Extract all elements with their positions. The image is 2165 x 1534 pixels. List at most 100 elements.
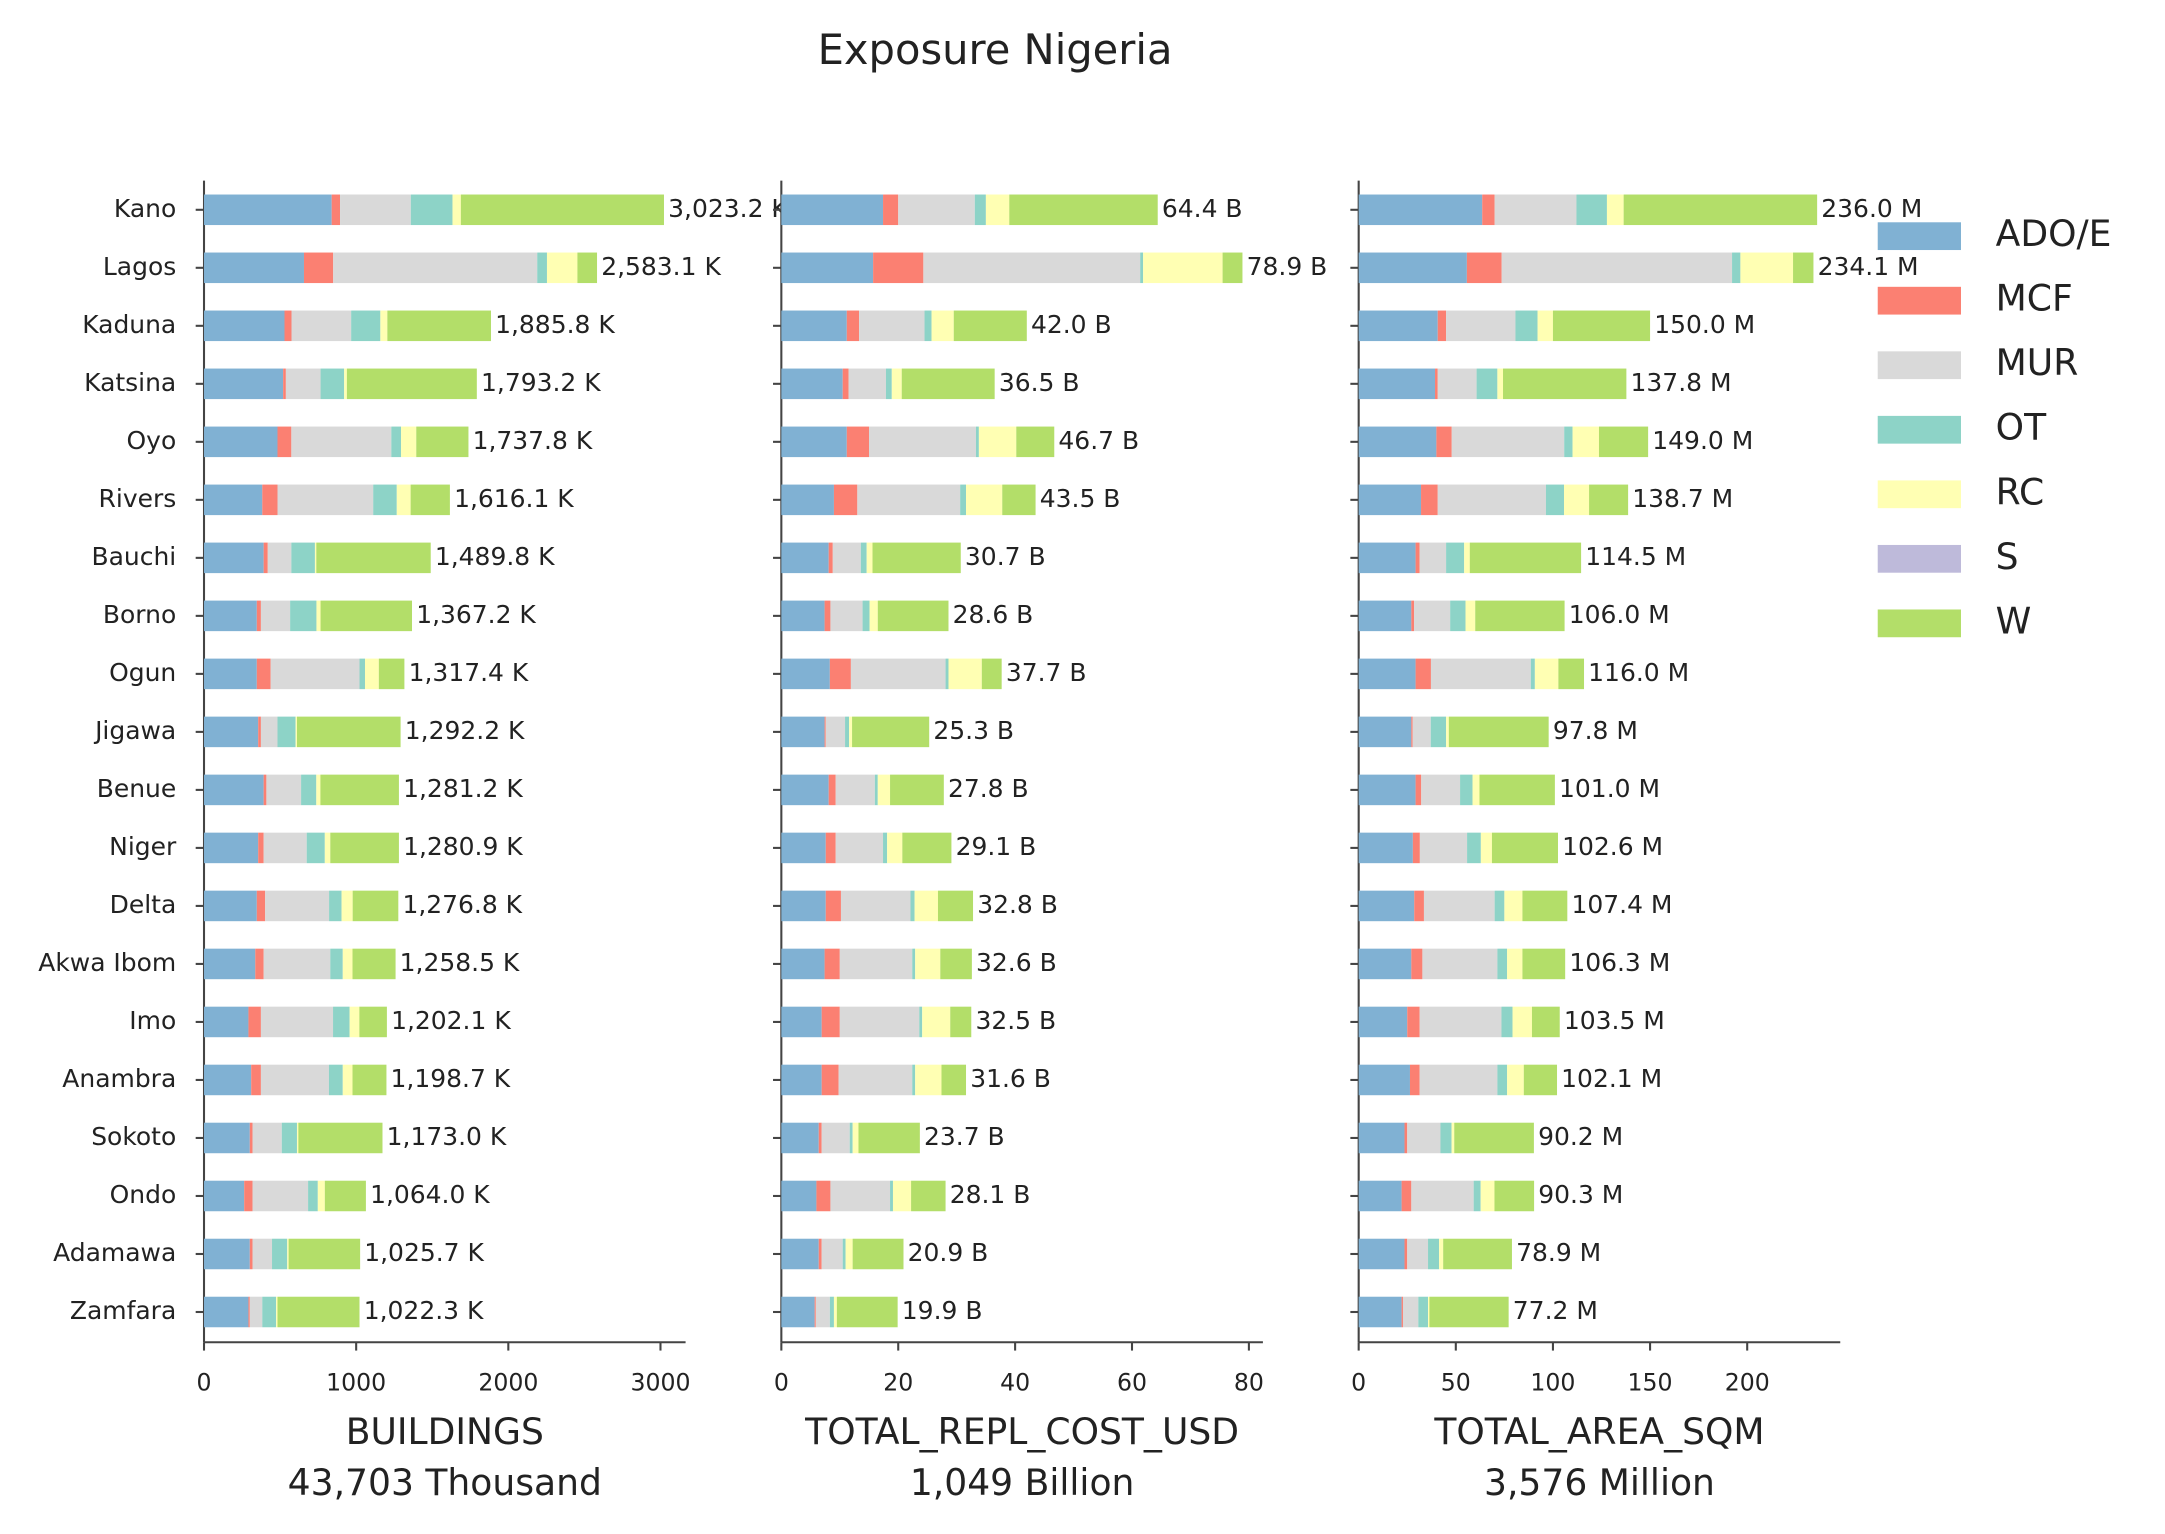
- total-label: 28.6 B: [953, 600, 1034, 629]
- bar-segment: [1358, 1296, 1402, 1328]
- bar-segment: [283, 368, 286, 400]
- bar-segment: [1428, 1238, 1440, 1270]
- bar-segment: [460, 194, 664, 226]
- bar-segment: [204, 1238, 250, 1270]
- bar-segment: [265, 890, 330, 922]
- bar-segment: [287, 1238, 289, 1270]
- bar-segment: [852, 1122, 859, 1154]
- bar-segment: [1422, 948, 1498, 980]
- bar-segment: [975, 426, 979, 458]
- bar-segment: [1564, 426, 1573, 458]
- bar-segment: [204, 426, 278, 458]
- bar-segment: [1501, 252, 1733, 284]
- bar-segment: [1358, 194, 1483, 226]
- total-label: 106.3 M: [1569, 948, 1670, 977]
- total-label: 149.0 M: [1652, 426, 1753, 455]
- bar-segment: [364, 658, 379, 690]
- bar-segment: [1576, 194, 1607, 226]
- bar-segment: [833, 484, 858, 516]
- bar-segment: [387, 310, 491, 342]
- bar-segment: [1443, 1238, 1512, 1270]
- bar-segment: [829, 1296, 834, 1328]
- bar-segment: [1480, 1180, 1495, 1212]
- bar-segment: [1589, 484, 1629, 516]
- bar-segment: [890, 774, 944, 806]
- bar-segment: [1469, 542, 1582, 574]
- x-tick-label: 50: [1441, 1368, 1471, 1396]
- bar-segment: [781, 484, 834, 516]
- bar-segment: [342, 1064, 353, 1096]
- bar-segment: [380, 310, 388, 342]
- bar-segment: [866, 542, 873, 574]
- bar-segment: [346, 368, 477, 400]
- bar-segment: [1437, 484, 1546, 516]
- bar-segment: [252, 1180, 309, 1212]
- bar-segment: [781, 1296, 815, 1328]
- bar-segment: [290, 600, 317, 632]
- bar-segment: [1497, 948, 1508, 980]
- total-label: 1,281.2 K: [403, 774, 523, 803]
- bar-segment: [857, 484, 961, 516]
- bar-segment: [842, 368, 849, 400]
- legend-swatch: [1877, 286, 1961, 315]
- x-tick-label: 40: [1000, 1368, 1030, 1396]
- bar-segment: [204, 194, 332, 226]
- bar-segment: [781, 948, 825, 980]
- bar-segment: [359, 658, 365, 690]
- y-tick-label: Adamawa: [53, 1238, 176, 1267]
- y-tick-label: Borno: [103, 600, 176, 629]
- bar-segment: [985, 194, 1010, 226]
- bar-segment: [781, 1064, 822, 1096]
- total-label: 42.0 B: [1031, 310, 1112, 339]
- bar-segment: [577, 252, 598, 284]
- bar-segment: [452, 194, 461, 226]
- bar-segment: [781, 658, 830, 690]
- bar-segment: [1401, 1180, 1412, 1212]
- bar-segment: [1437, 310, 1447, 342]
- bar-segment: [284, 310, 292, 342]
- bar-segment: [1358, 948, 1412, 980]
- total-label: 97.8 M: [1553, 716, 1638, 745]
- bar-segment: [396, 484, 411, 516]
- legend-label: MUR: [1996, 342, 2079, 384]
- bar-segment: [1572, 426, 1599, 458]
- bar-segment: [1430, 716, 1447, 748]
- bar-segment: [1358, 716, 1412, 748]
- bar-segment: [781, 368, 843, 400]
- bar-segment: [860, 542, 867, 574]
- x-tick-label: 60: [1117, 1368, 1147, 1396]
- bar-segment: [1358, 1122, 1405, 1154]
- bar-segment: [391, 426, 402, 458]
- bar-segment: [815, 1296, 830, 1328]
- y-tick-label: Delta: [110, 890, 177, 919]
- bar-segment: [1482, 194, 1495, 226]
- bar-segment: [911, 1180, 946, 1212]
- bar-segment: [330, 832, 399, 864]
- bar-segment: [272, 1238, 288, 1270]
- y-tick-label: Kano: [114, 194, 176, 223]
- total-label: 1,367.2 K: [416, 600, 536, 629]
- total-label: 137.8 M: [1631, 368, 1732, 397]
- total-label: 1,489.8 K: [435, 542, 555, 571]
- bar-segment: [948, 658, 982, 690]
- bar-segment: [781, 890, 826, 922]
- bar-segment: [1358, 1064, 1410, 1096]
- bar-segment: [1531, 1006, 1560, 1038]
- bar-segment: [1358, 1006, 1408, 1038]
- bar-segment: [204, 832, 259, 864]
- bar-segment: [320, 600, 413, 632]
- bar-segment: [296, 716, 401, 748]
- total-label: 27.8 B: [948, 774, 1029, 803]
- total-label: 116.0 M: [1588, 658, 1689, 687]
- bar-segment: [850, 658, 946, 690]
- bar-segment: [1419, 1064, 1498, 1096]
- bar-segment: [1522, 890, 1568, 922]
- bar-segment: [781, 832, 826, 864]
- bar-segment: [901, 368, 995, 400]
- bar-segment: [1552, 310, 1651, 342]
- x-tick-label: 100: [1530, 1368, 1575, 1396]
- bar-segment: [1598, 426, 1649, 458]
- bar-segment: [1358, 252, 1467, 284]
- bar-segment: [830, 600, 863, 632]
- bar-segment: [316, 600, 321, 632]
